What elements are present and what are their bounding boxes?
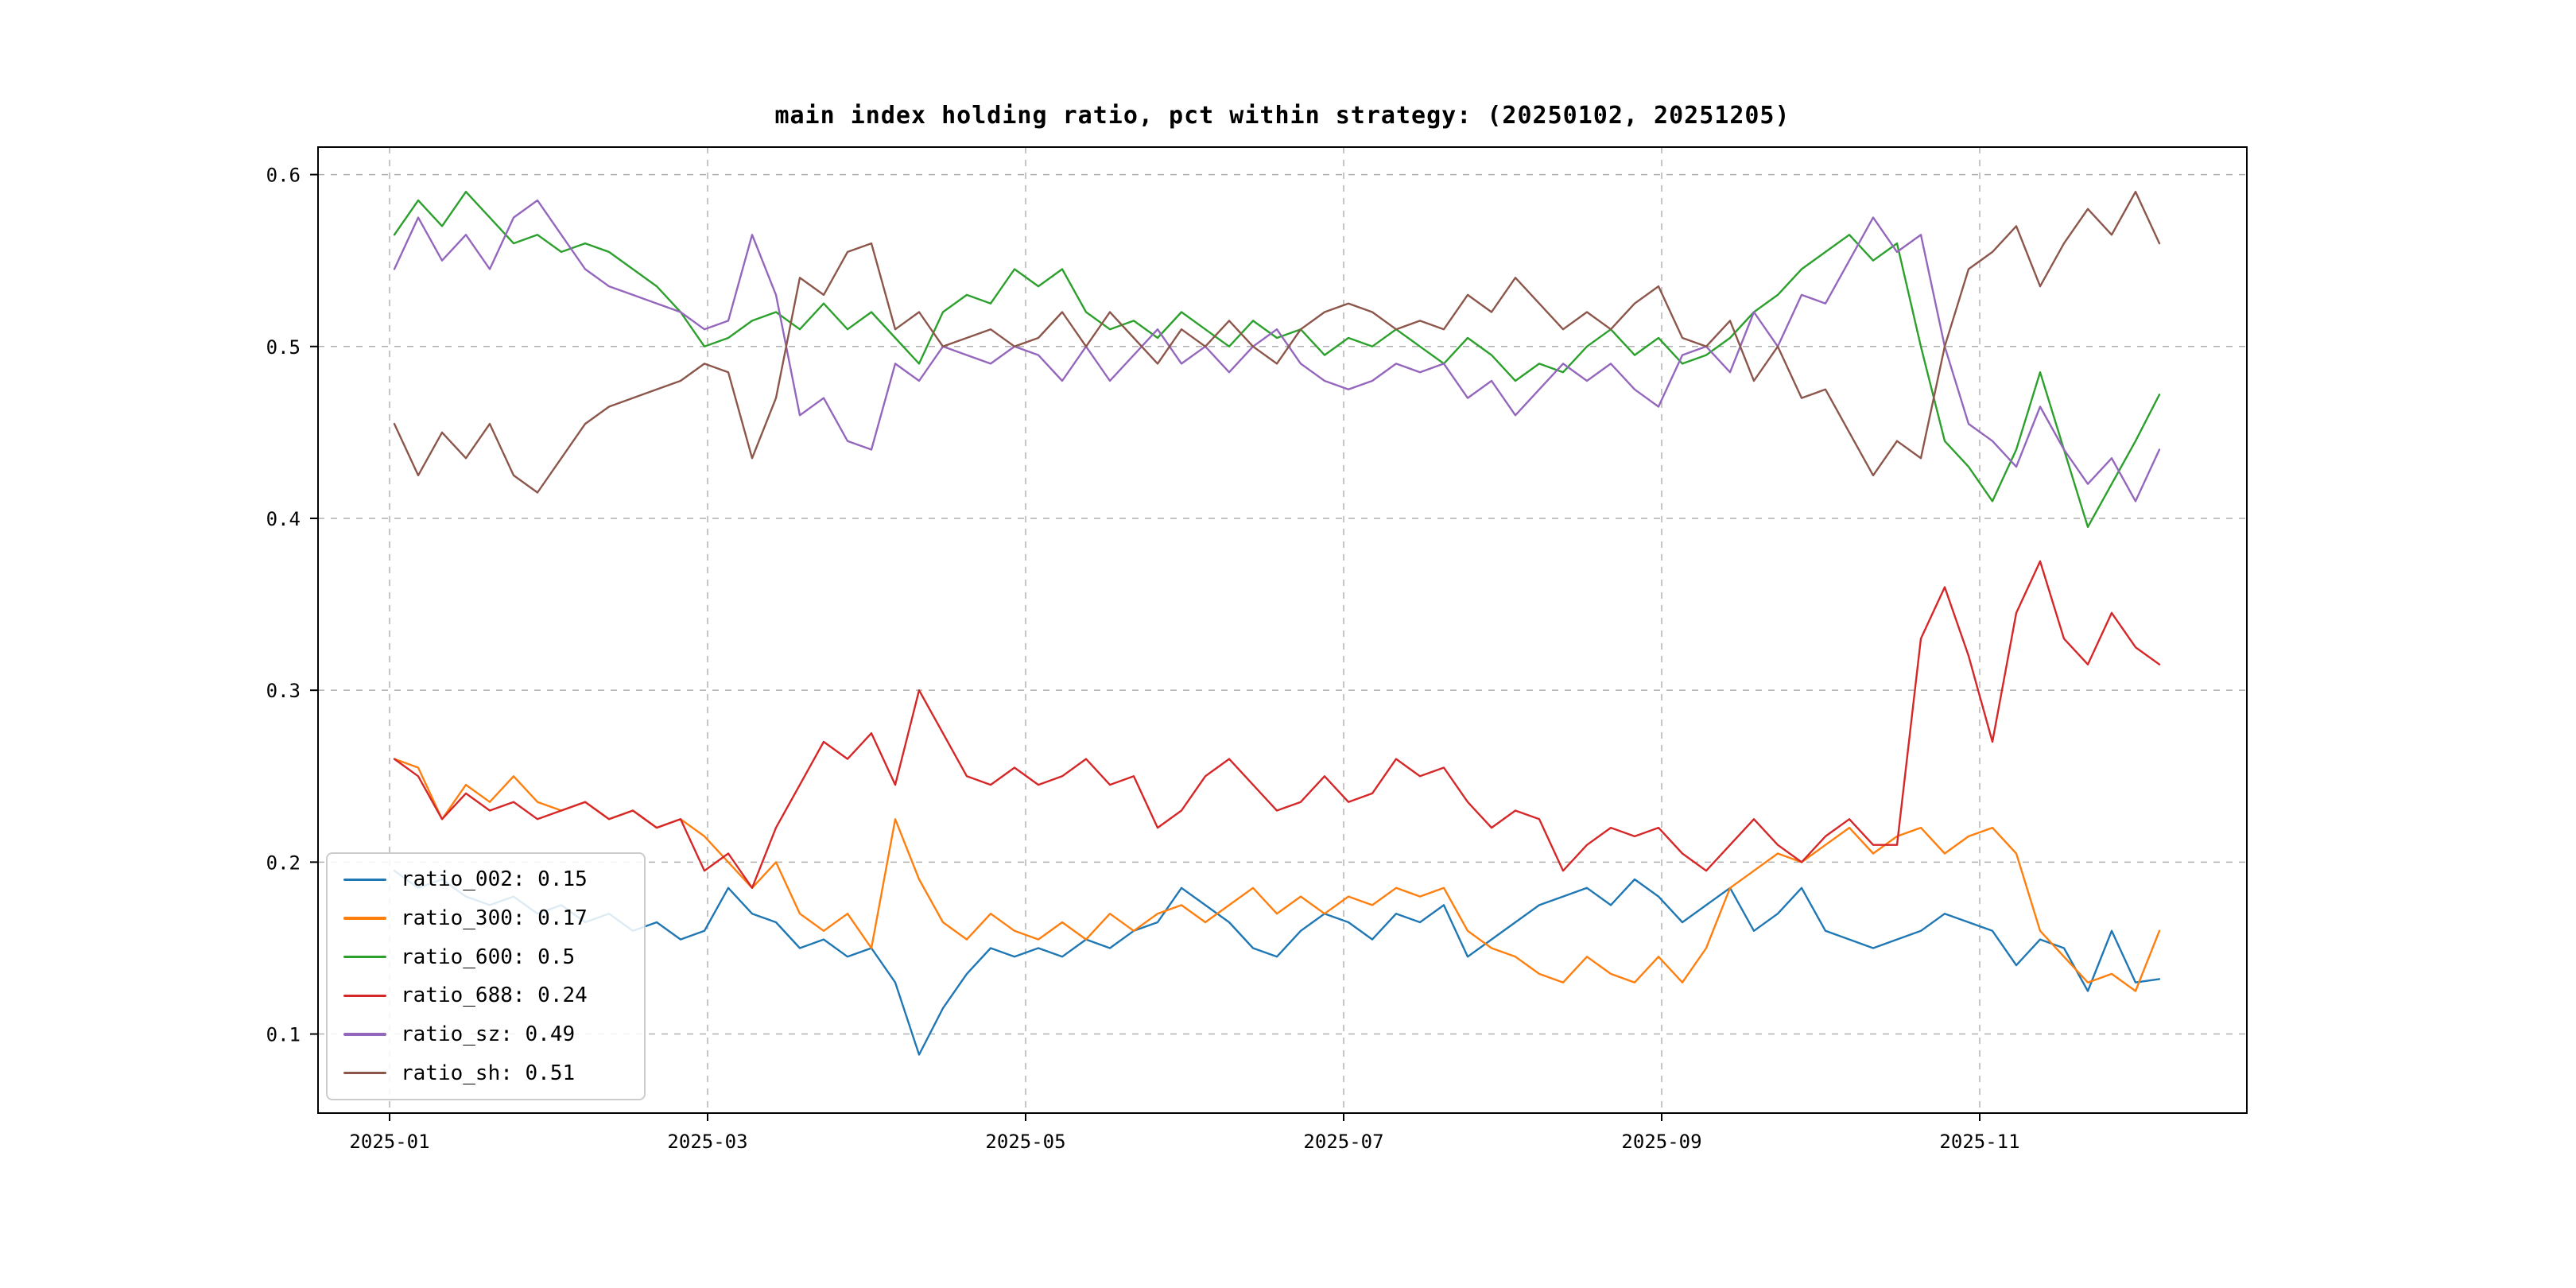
y-tick-label: 0.3 [266, 680, 301, 702]
legend-item: ratio_688: 0.24 [328, 983, 644, 1007]
x-tick-label: 2025-05 [985, 1131, 1065, 1153]
legend-item: ratio_sz: 0.49 [328, 1022, 644, 1046]
series-line-ratio_002 [393, 869, 2161, 1056]
legend-line-sample [343, 955, 386, 959]
legend-item: ratio_sh: 0.51 [328, 1061, 644, 1085]
y-tick-label: 0.1 [266, 1024, 301, 1046]
legend-line-sample [343, 878, 386, 882]
legend-label: ratio_688: 0.24 [401, 983, 588, 1008]
y-tick-label: 0.6 [266, 165, 301, 187]
series-line-ratio_600 [393, 190, 2161, 528]
legend-item: ratio_002: 0.15 [328, 867, 644, 891]
legend-line-sample [343, 1033, 386, 1036]
x-tick-label: 2025-07 [1303, 1131, 1383, 1153]
series-line-ratio_sh [393, 190, 2161, 494]
legend-item: ratio_300: 0.17 [328, 906, 644, 930]
legend-item: ratio_600: 0.5 [328, 945, 644, 969]
x-tick-label: 2025-03 [667, 1131, 747, 1153]
plot-border [317, 146, 2248, 1114]
legend-label: ratio_sh: 0.51 [401, 1061, 576, 1085]
legend-label: ratio_002: 0.15 [401, 867, 588, 892]
x-tick-label: 2025-01 [349, 1131, 429, 1153]
legend-line-sample [343, 917, 386, 920]
legend: ratio_002: 0.15 ratio_300: 0.17 ratio_600:… [326, 852, 646, 1100]
y-tick-label: 0.5 [266, 336, 301, 359]
y-tick-label: 0.2 [266, 852, 301, 874]
legend-label: ratio_600: 0.5 [401, 945, 576, 969]
legend-line-sample [343, 1071, 386, 1075]
chart-title: main index holding ratio, pct within str… [774, 102, 1790, 130]
series-line-ratio_sz [393, 199, 2161, 502]
series-line-ratio_688 [393, 560, 2161, 890]
series-line-ratio_300 [393, 758, 2161, 992]
legend-label: ratio_sz: 0.49 [401, 1022, 576, 1046]
y-tick-label: 0.4 [266, 508, 301, 530]
legend-label: ratio_300: 0.17 [401, 906, 588, 930]
legend-line-sample [343, 994, 386, 998]
x-tick-label: 2025-11 [1939, 1131, 2019, 1153]
x-tick-label: 2025-09 [1621, 1131, 1701, 1153]
